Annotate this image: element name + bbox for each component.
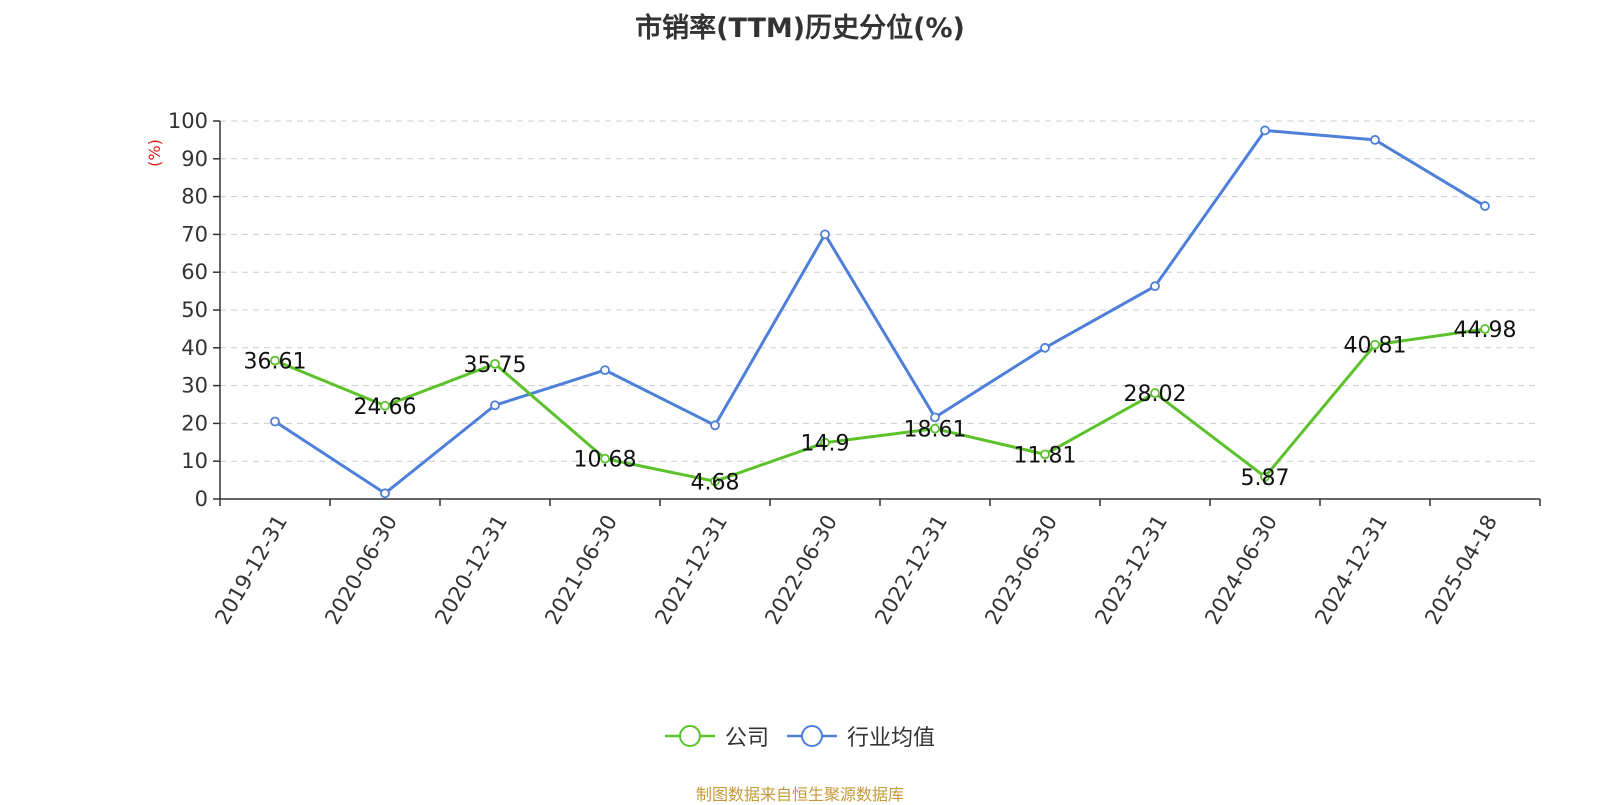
- y-tick-label: 40: [181, 336, 208, 360]
- source-note: 制图数据来自恒生聚源数据库: [695, 785, 904, 804]
- data-label-company: 4.68: [691, 470, 740, 495]
- data-label-company: 18.61: [904, 418, 967, 443]
- x-tick-label: 2023-12-31: [1090, 511, 1172, 629]
- data-point-company: [270, 355, 280, 366]
- y-tick-label: 0: [195, 487, 208, 511]
- y-tick-label: 80: [181, 185, 208, 209]
- axes: 0 10 20 30 40 50 60 70 80 90 100 2019-12-31 2020-06-…: [168, 109, 1541, 629]
- x-tick-label: 2024-12-31: [1310, 511, 1392, 629]
- legend-item-industry-average[interactable]: 行业均值: [787, 720, 935, 752]
- data-point-industry-average: [1040, 342, 1050, 353]
- y-tick-label: 70: [181, 222, 208, 246]
- x-tick-label: 2020-06-30: [320, 511, 402, 629]
- legend-item-company[interactable]: 公司: [664, 720, 769, 752]
- series-line-company: [274, 327, 1486, 483]
- data-point-industry-average: [1480, 201, 1490, 211]
- data-point-industry-average: [490, 400, 500, 411]
- data-label-company: 10.68: [574, 448, 637, 473]
- y-tick-label: 60: [181, 260, 208, 284]
- data-label-company: 44.98: [1454, 318, 1517, 343]
- data-point-company: [1260, 471, 1270, 482]
- grid-lines: [220, 120, 1540, 462]
- x-tick-label: 2025-04-18: [1420, 511, 1502, 629]
- legend: 公司 行业均值: [0, 720, 1600, 752]
- data-point-industry-average: [930, 412, 940, 423]
- data-point-company: [1370, 339, 1380, 350]
- data-point-company: [1040, 449, 1050, 460]
- x-tick-label: 2019-12-31: [210, 511, 292, 629]
- data-label-company: 11.81: [1014, 443, 1077, 468]
- y-tick-label: 30: [181, 374, 208, 398]
- data-label-company: 35.75: [464, 353, 527, 378]
- data-point-company: [1150, 388, 1160, 398]
- data-point-company: [710, 476, 720, 487]
- data-label-company: 24.66: [354, 395, 417, 420]
- data-point-industry-average: [820, 229, 830, 240]
- y-tick-label: 100: [168, 109, 208, 133]
- data-label-company: 14.9: [801, 432, 850, 457]
- x-tick-label: 2021-12-31: [650, 511, 732, 629]
- data-point-industry-average: [1260, 125, 1270, 136]
- data-point-industry-average: [380, 488, 390, 499]
- data-label-company: 36.61: [244, 350, 307, 375]
- legend-label-company: 公司: [724, 726, 769, 751]
- y-tick-label: 90: [181, 147, 208, 171]
- x-tick-label: 2023-06-30: [980, 511, 1062, 629]
- data-point-company: [600, 453, 610, 464]
- data-label-company: 5.87: [1241, 466, 1290, 491]
- data-point-industry-average: [710, 420, 720, 431]
- series-layer: [270, 125, 1490, 499]
- legend-company-marker-icon: [664, 725, 715, 747]
- y-tick-label: 10: [181, 449, 208, 473]
- legend-industry-marker-icon: [787, 725, 837, 747]
- x-tick-label: 2020-12-31: [430, 511, 512, 629]
- legend-label-industry-average: 行业均值: [847, 726, 936, 751]
- data-point-industry-average: [1150, 281, 1160, 292]
- data-point-company: [380, 400, 390, 411]
- data-point-industry-average: [270, 416, 280, 427]
- series-line-industry-average: [274, 128, 1486, 495]
- data-point-company: [490, 358, 500, 369]
- data-point-company: [1480, 324, 1490, 334]
- data-point-industry-average: [1370, 134, 1380, 145]
- data-label-company: 40.81: [1344, 334, 1407, 359]
- x-tick-label: 2024-06-30: [1200, 511, 1282, 629]
- x-tick-label: 2022-06-30: [760, 511, 842, 629]
- y-tick-label: 20: [181, 411, 208, 435]
- data-label-company: 28.02: [1124, 382, 1187, 407]
- y-axis-label: (%): [145, 139, 164, 167]
- y-tick-label: 50: [181, 298, 208, 322]
- data-point-industry-average: [600, 365, 610, 376]
- chart-title: 市销率(TTM)历史分位(%): [635, 13, 965, 44]
- data-point-company: [930, 423, 940, 434]
- x-tick-label: 2021-06-30: [540, 511, 622, 629]
- data-labels: 36.61 24.66 35.75 10.68 4.68 14.9 18.61 11.81 28…: [244, 318, 1517, 495]
- x-tick-label: 2022-12-31: [870, 511, 952, 629]
- data-point-company: [820, 437, 830, 448]
